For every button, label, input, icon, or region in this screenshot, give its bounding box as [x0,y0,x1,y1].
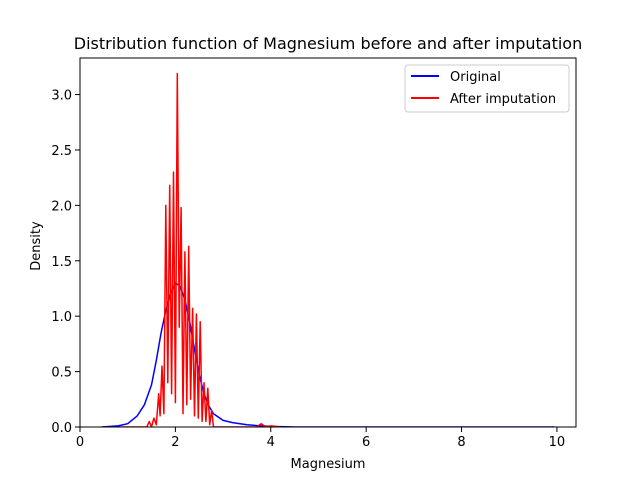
y-tick-label: 1.5 [51,255,72,270]
legend: Original After imputation [404,64,570,113]
chart-title: Distribution function of Magnesium befor… [74,34,582,53]
series-line-after-imputation [120,72,281,427]
legend-box [404,64,570,113]
axes: 0 2 4 6 8 10 0.0 0.5 1.0 1.5 2.0 2.5 3.0 [51,57,577,450]
x-axis-label: Magnesium [291,457,366,472]
legend-label-after-imputation: After imputation [450,92,556,107]
y-tick-label: 1.0 [51,310,72,325]
y-tick-label: 0.0 [51,421,72,436]
x-tick-label: 10 [549,435,566,450]
plot-area [101,72,555,427]
axes-frame [79,57,577,428]
legend-label-original: Original [450,70,501,85]
x-tick-label: 0 [76,435,84,450]
x-tick-label: 6 [362,435,370,450]
y-axis-label: Density [29,221,44,271]
x-tick-label: 8 [457,435,465,450]
y-tick-label: 2.5 [51,144,72,159]
x-tick-label: 2 [171,435,179,450]
y-tick-label: 3.0 [51,89,72,104]
y-tick-label: 0.5 [51,366,72,381]
x-tick-label: 4 [267,435,275,450]
y-tick-label: 2.0 [51,199,72,214]
